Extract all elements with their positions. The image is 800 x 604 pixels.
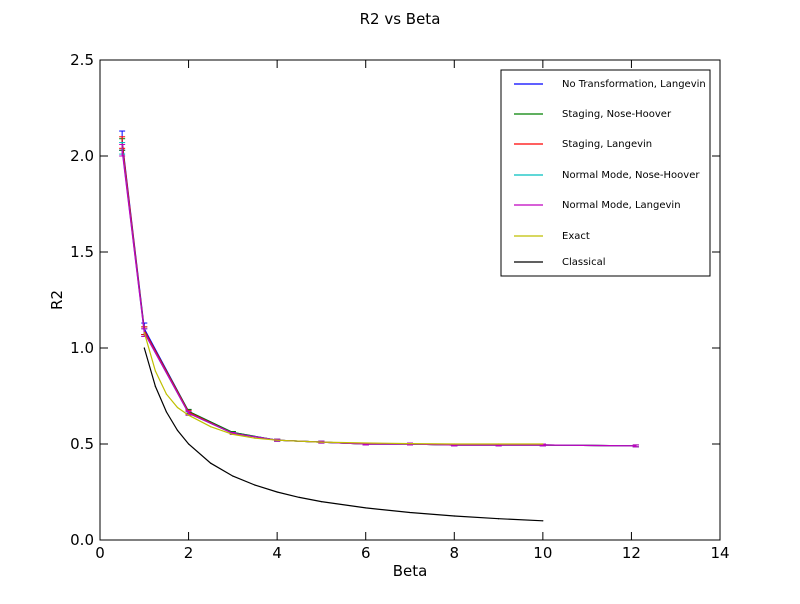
legend-label: No Transformation, Langevin xyxy=(562,79,706,90)
data-point xyxy=(453,443,455,445)
data-point xyxy=(298,496,300,498)
data-point xyxy=(453,444,455,446)
data-point xyxy=(176,406,179,409)
data-point xyxy=(254,484,256,486)
y-tick-label: 0.5 xyxy=(70,435,94,453)
data-point xyxy=(232,475,234,477)
data-point xyxy=(176,429,179,431)
data-point xyxy=(210,426,212,428)
x-tick-label: 12 xyxy=(622,544,641,562)
data-point xyxy=(121,149,123,151)
data-point xyxy=(143,347,145,349)
chart-title: R2 vs Beta xyxy=(360,10,441,28)
data-point xyxy=(542,444,544,446)
x-tick-label: 4 xyxy=(272,544,282,562)
x-tick-label: 0 xyxy=(95,544,105,562)
data-point xyxy=(497,444,500,446)
data-point xyxy=(365,442,367,444)
legend-label: Classical xyxy=(562,257,606,268)
x-tick-label: 10 xyxy=(533,544,552,562)
data-point xyxy=(542,443,544,445)
legend-label: Normal Mode, Langevin xyxy=(562,200,681,211)
series-layer xyxy=(119,130,639,522)
data-point xyxy=(165,393,168,395)
data-point xyxy=(154,370,156,372)
data-point xyxy=(542,520,544,522)
data-point xyxy=(409,511,411,514)
y-tick-label: 2.5 xyxy=(70,51,94,69)
data-point xyxy=(497,518,500,520)
series-5 xyxy=(143,332,544,445)
data-point xyxy=(320,501,323,503)
data-point xyxy=(143,332,145,334)
x-tick-label: 2 xyxy=(184,544,194,562)
data-point xyxy=(187,412,190,414)
y-tick-label: 1.5 xyxy=(70,243,94,261)
y-tick-label: 1.0 xyxy=(70,339,94,357)
data-point xyxy=(320,441,323,443)
legend: No Transformation, Langevin Staging, Nose… xyxy=(500,69,711,277)
y-axis-label: R2 xyxy=(48,290,66,310)
legend-label: Staging, Langevin xyxy=(562,139,652,150)
data-point xyxy=(210,462,212,464)
x-axis-label: Beta xyxy=(393,562,428,580)
series-line xyxy=(143,347,543,522)
data-point xyxy=(453,515,455,517)
data-point xyxy=(187,443,190,445)
data-point xyxy=(165,411,168,413)
data-point xyxy=(154,385,156,387)
series-6 xyxy=(143,347,544,522)
data-point xyxy=(497,443,500,445)
data-point xyxy=(635,445,637,447)
data-point xyxy=(365,507,367,509)
data-point xyxy=(254,437,256,439)
x-tick-label: 6 xyxy=(361,544,371,562)
data-point xyxy=(276,491,278,493)
legend-label: Staging, Nose-Hoover xyxy=(562,109,672,120)
data-point xyxy=(232,433,234,435)
legend-label: Exact xyxy=(562,231,590,242)
x-tick-label: 8 xyxy=(450,544,460,562)
data-point xyxy=(187,414,190,416)
y-tick-label: 2.0 xyxy=(70,147,94,165)
legend-label: Normal Mode, Nose-Hoover xyxy=(562,170,700,181)
x-tick-label: 14 xyxy=(710,544,729,562)
data-point xyxy=(409,443,411,445)
data-point xyxy=(365,443,367,445)
y-tick-label: 0.0 xyxy=(70,531,94,549)
legend-box xyxy=(500,69,711,277)
data-point xyxy=(276,439,278,441)
axis-ticks: 0 2 4 6 8 10 12 14 0.0 0.5 1.0 1.5 2.0 2.5 xyxy=(70,51,729,562)
